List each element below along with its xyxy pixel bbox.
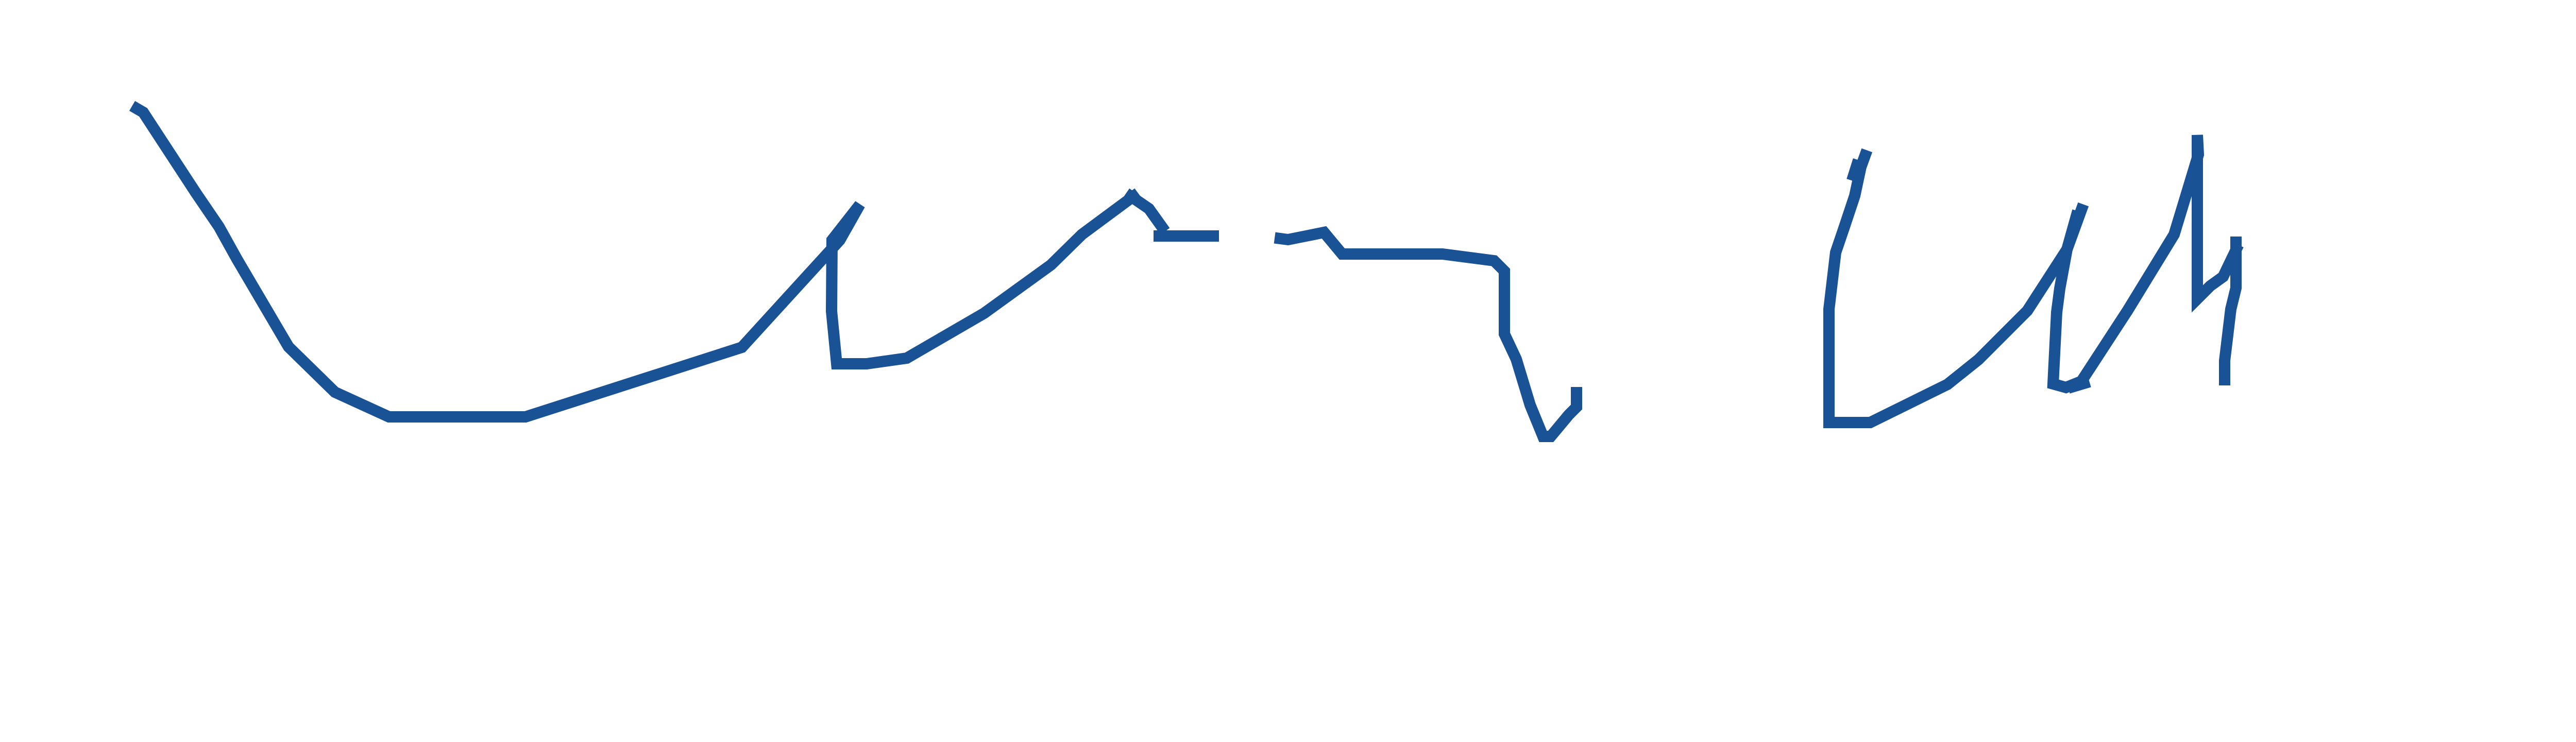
stroke-5 [1823,148,2089,428]
stroke-8 [2066,376,2091,394]
stroke-7 [2047,134,2244,394]
stroke-1 [129,100,1142,423]
stroke-4 [1274,226,1582,442]
stroke-9 [2219,237,2242,385]
stroke-6 [1846,158,1864,182]
stroke-2 [1123,188,1170,235]
